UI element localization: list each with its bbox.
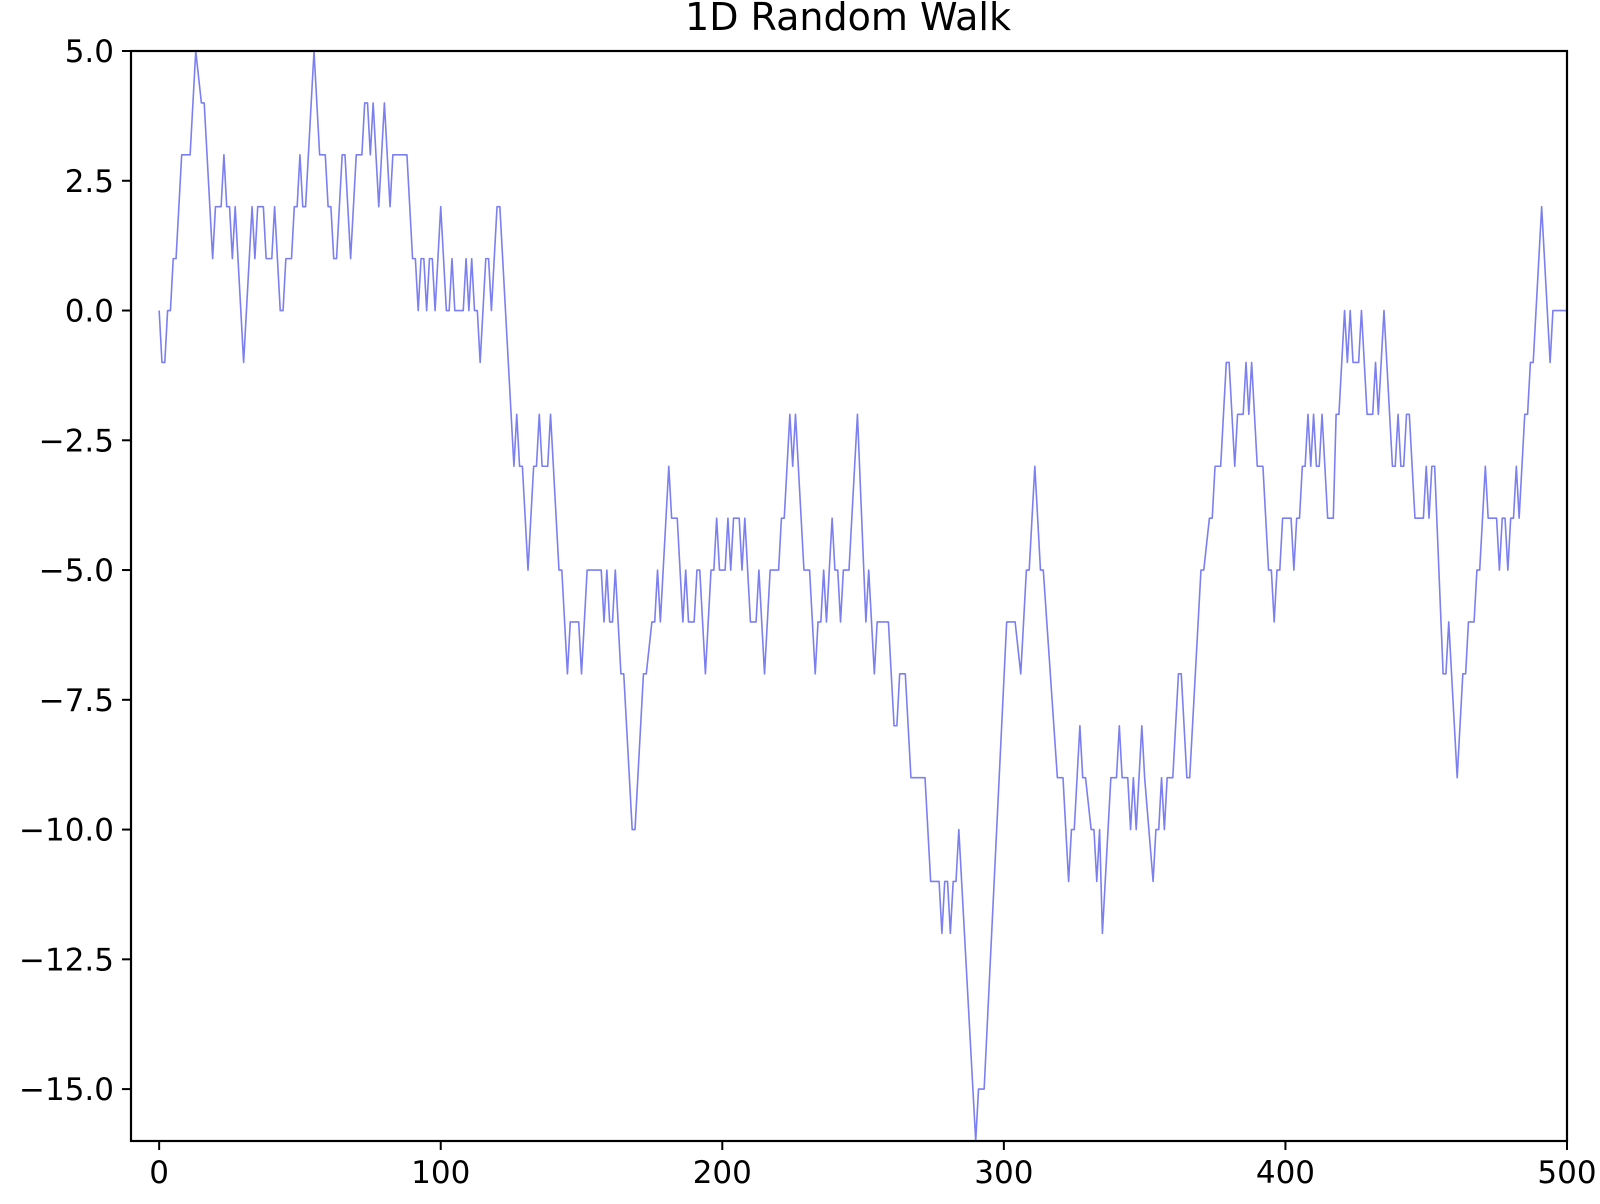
y-tick-label: −12.5 (19, 942, 114, 978)
axes-layer: 0 100 200 300 400 500 5.0 2.5 0.0 −2.5 −5.0 −7.5 −10… (19, 34, 1597, 1191)
y-tick-label: 5.0 (65, 34, 114, 70)
y-tick-label: −15.0 (19, 1072, 114, 1108)
y-tick-label: −7.5 (39, 683, 114, 719)
series-layer (158, 50, 1567, 1142)
chart-title: 1D Random Walk (685, 0, 1011, 39)
y-tick-label: 2.5 (65, 164, 114, 200)
x-tick-label: 400 (1256, 1155, 1315, 1191)
y-tick-label: 0.0 (65, 294, 114, 330)
x-tick-label: 0 (149, 1155, 169, 1191)
x-tick-label: 500 (1537, 1155, 1596, 1191)
x-tick-label: 200 (693, 1155, 752, 1191)
y-tick-label: −2.5 (39, 423, 114, 459)
series-line-1 (158, 50, 1567, 1142)
x-tick-label: 300 (974, 1155, 1033, 1191)
x-tick-label: 100 (411, 1155, 470, 1191)
y-tick-label: −5.0 (39, 553, 114, 589)
y-tick-label: −10.0 (19, 813, 114, 849)
plot-frame (129, 49, 1569, 1143)
